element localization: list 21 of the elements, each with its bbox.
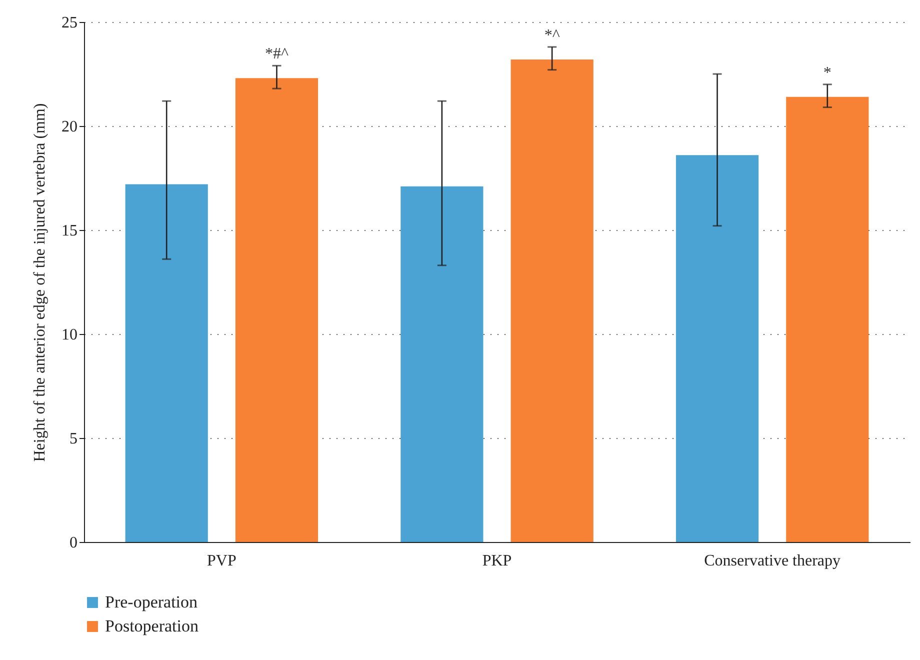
x-tick-label: Conservative therapy xyxy=(704,552,841,570)
y-tick-label: 15 xyxy=(62,222,78,240)
annotation: *^ xyxy=(544,26,560,44)
bar xyxy=(676,155,759,542)
bar xyxy=(400,186,484,542)
y-tick-label: 20 xyxy=(62,118,78,136)
bar xyxy=(786,96,869,542)
y-tick-label: 25 xyxy=(62,14,78,32)
y-tick-label: 10 xyxy=(62,326,78,344)
y-tick-label: 0 xyxy=(70,534,78,552)
legend-label: Pre-operation xyxy=(105,592,198,612)
x-tick-label: PKP xyxy=(482,552,512,570)
legend-label: Postoperation xyxy=(105,616,199,636)
bar xyxy=(125,184,208,542)
bar xyxy=(510,59,594,542)
annotation: * xyxy=(823,64,832,82)
x-tick-label: PVP xyxy=(206,552,236,570)
y-axis-title: Height of the anterior edge of the injured vertebra (mm) xyxy=(32,103,48,462)
y-tick-label: 5 xyxy=(70,430,78,448)
bar xyxy=(235,78,318,542)
annotation: *#^ xyxy=(264,46,289,63)
